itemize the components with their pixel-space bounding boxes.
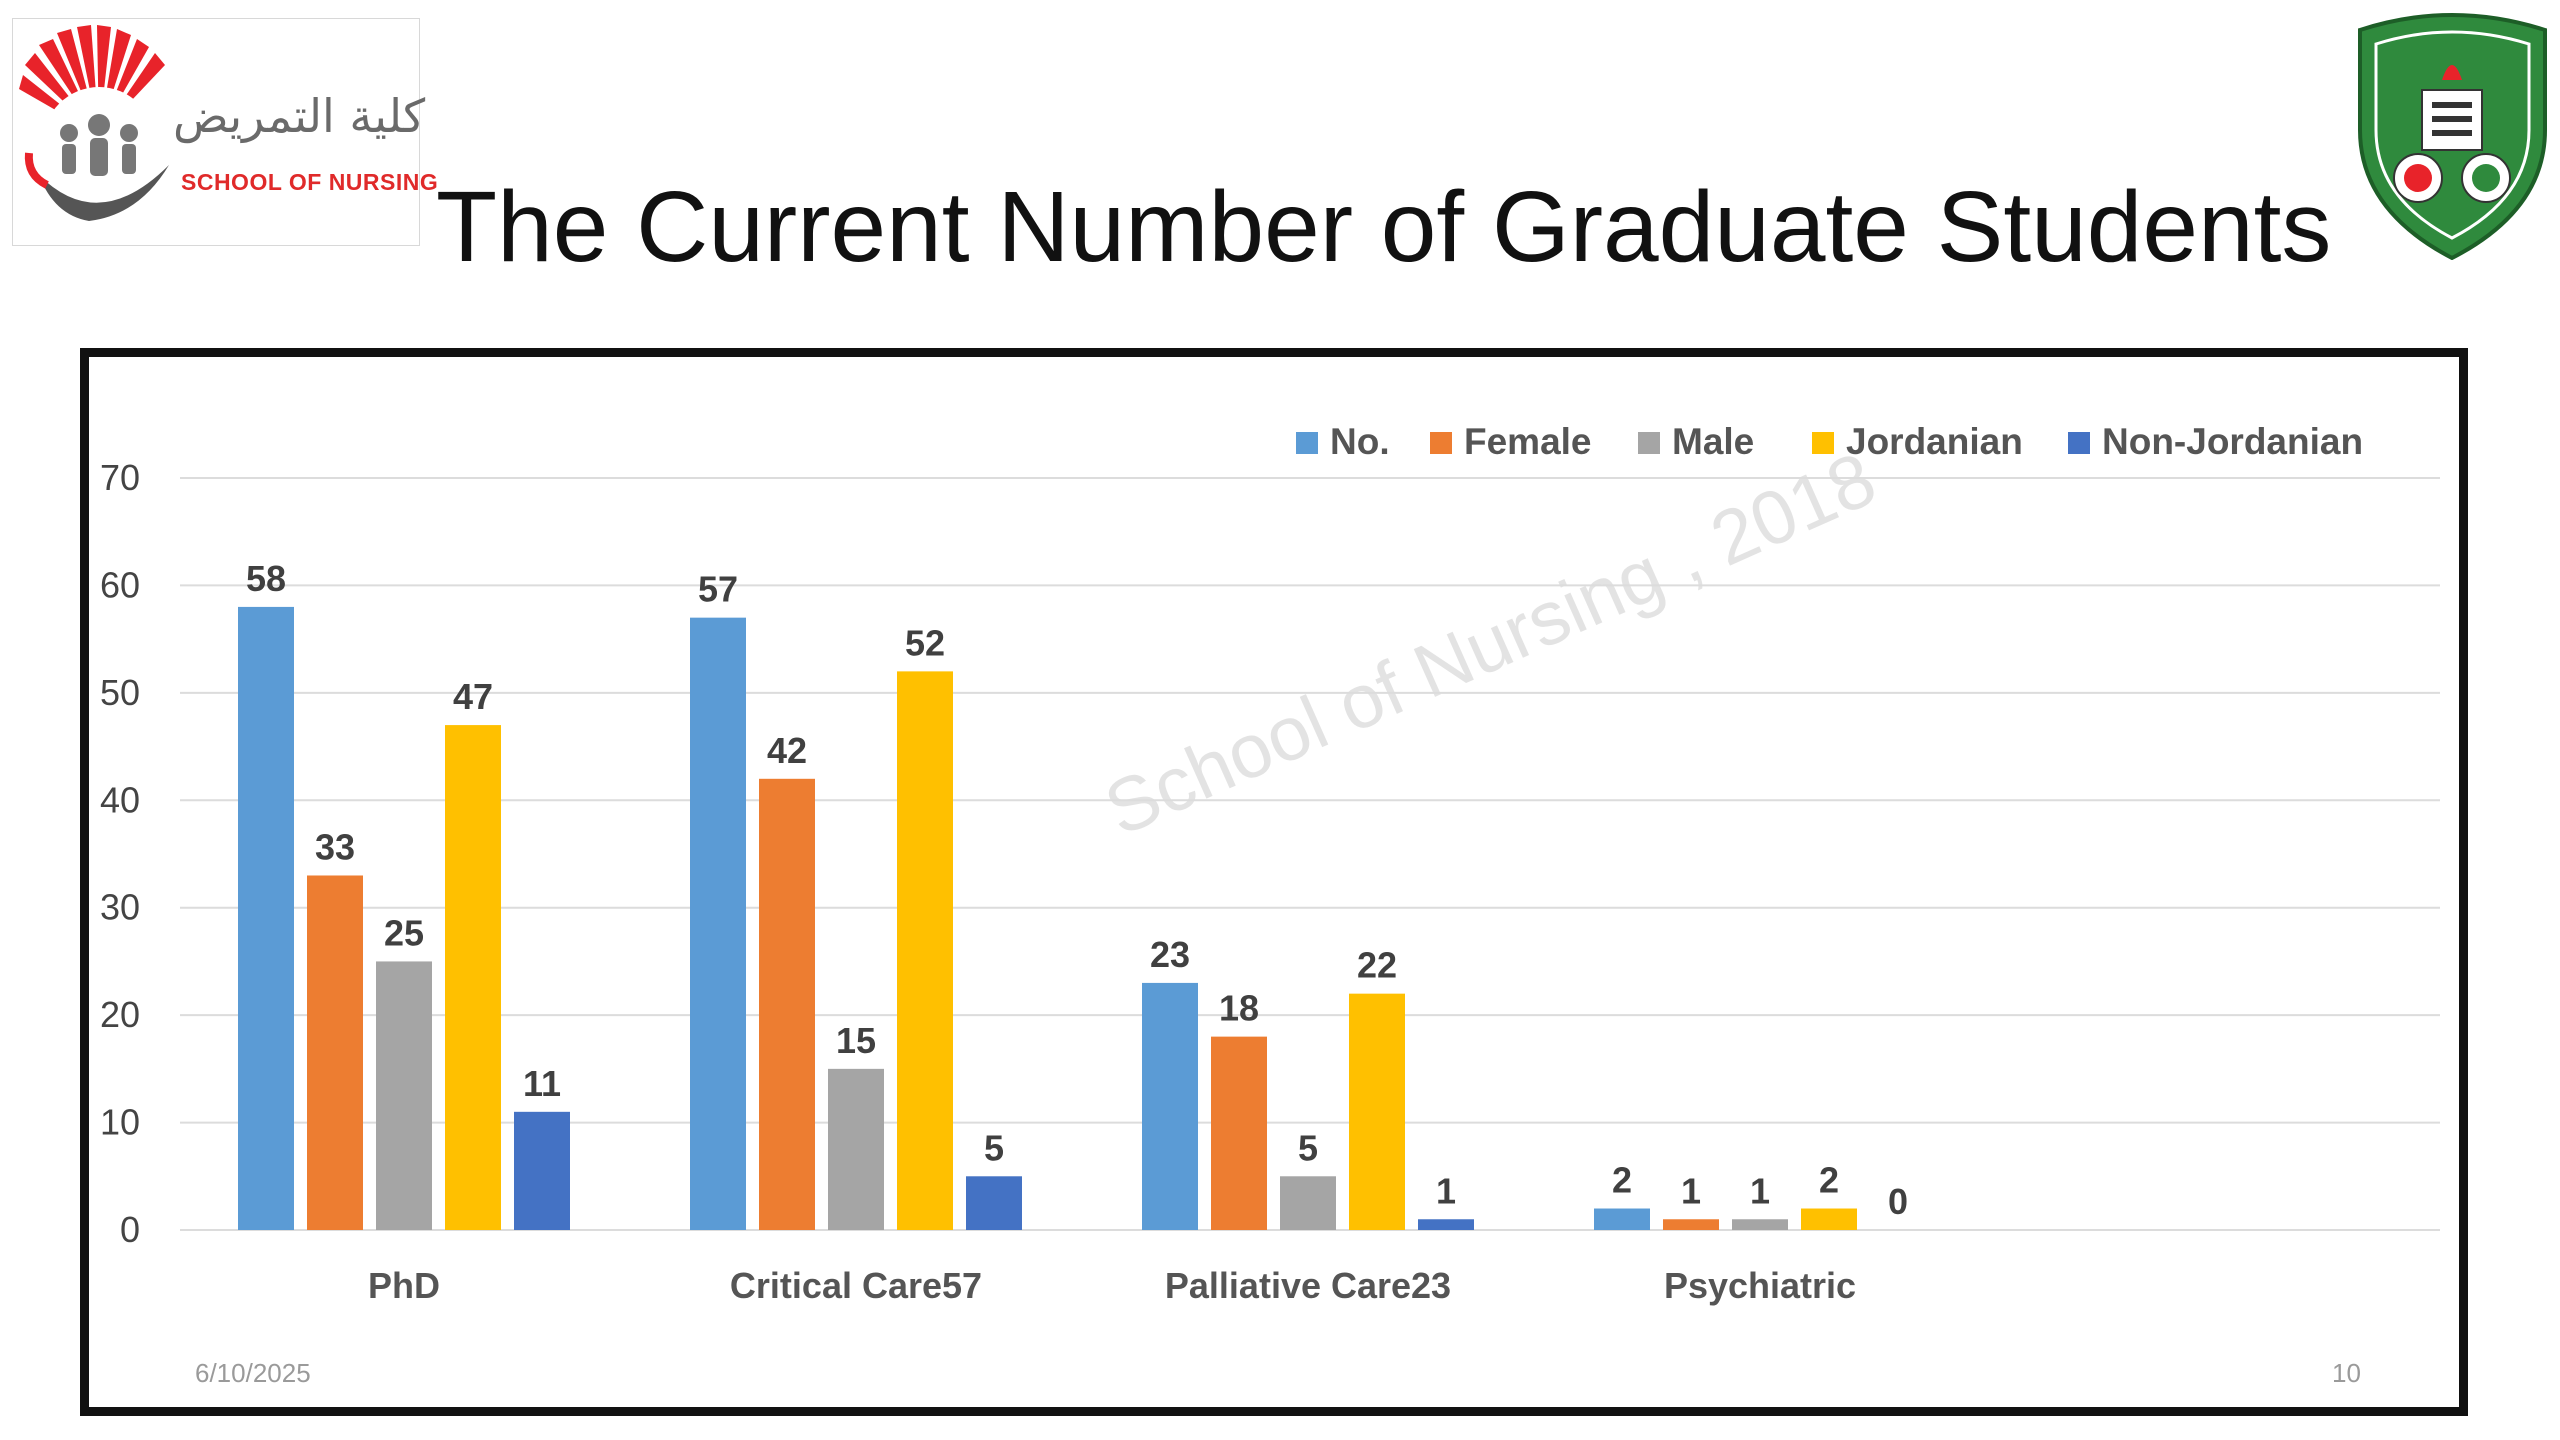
legend-label: No. [1330, 421, 1390, 462]
bar [238, 606, 294, 1230]
data-label: 5 [1298, 1127, 1318, 1168]
x-tick-label: Palliative Care23 [1165, 1265, 1451, 1306]
data-label: 22 [1357, 945, 1397, 986]
bar [690, 617, 746, 1230]
logo-english-text: SCHOOL OF NURSING [181, 169, 439, 195]
bar [445, 725, 501, 1230]
data-label: 2 [1819, 1160, 1839, 1201]
bar [1211, 1036, 1267, 1230]
bar [828, 1068, 884, 1230]
bar [1801, 1208, 1857, 1230]
x-tick-label: Psychiatric [1664, 1265, 1856, 1306]
logo-arabic-text: كلية التمريض [173, 89, 426, 143]
y-tick-label: 20 [100, 994, 140, 1035]
y-tick-label: 0 [120, 1209, 140, 1250]
data-label: 1 [1681, 1170, 1701, 1211]
bar [1663, 1219, 1719, 1230]
school-of-nursing-logo: كلية التمريض SCHOOL OF NURSING [12, 18, 438, 246]
bar [966, 1176, 1022, 1230]
bar [1349, 993, 1405, 1230]
bar [514, 1111, 570, 1230]
nursing-emblem-icon [19, 25, 169, 221]
legend-swatch [1638, 432, 1660, 454]
x-axis: PhD Critical Care57 Palliative Care23 Psych… [368, 1265, 1856, 1306]
legend-swatch [2068, 432, 2090, 454]
x-tick-label: Critical Care57 [730, 1265, 982, 1306]
data-label: 1 [1750, 1170, 1770, 1211]
data-label: 57 [698, 569, 738, 610]
university-seal-icon [2358, 13, 2547, 260]
bar [376, 961, 432, 1230]
data-label: 5 [984, 1127, 1004, 1168]
bar [759, 778, 815, 1230]
data-label: 52 [905, 622, 945, 663]
bars [238, 606, 1857, 1230]
bar [1418, 1219, 1474, 1230]
bar [1142, 982, 1198, 1230]
data-label: 25 [384, 912, 424, 953]
x-tick-label: PhD [368, 1265, 440, 1306]
data-label: 1 [1436, 1170, 1456, 1211]
legend-label: Female [1464, 421, 1592, 462]
y-tick-label: 50 [100, 672, 140, 713]
data-label: 18 [1219, 988, 1259, 1029]
y-tick-label: 30 [100, 887, 140, 928]
bar [897, 671, 953, 1230]
data-label: 11 [523, 1063, 561, 1104]
y-tick-label: 60 [100, 564, 140, 605]
data-label: 42 [767, 730, 807, 771]
bar [1732, 1219, 1788, 1230]
legend-swatch [1812, 432, 1834, 454]
legend-label: Jordanian [1846, 421, 2023, 462]
legend-swatch [1430, 432, 1452, 454]
data-label: 15 [836, 1020, 876, 1061]
y-tick-label: 40 [100, 779, 140, 820]
legend-label: Non-Jordanian [2102, 421, 2363, 462]
legend-swatch [1296, 432, 1318, 454]
slide-page-number: 10 [2332, 1358, 2361, 1388]
slide-title: The Current Number of Graduate Students [436, 171, 2332, 283]
y-axis: 0 10 20 30 40 50 60 70 [100, 457, 140, 1250]
bar [307, 875, 363, 1230]
y-tick-label: 10 [100, 1102, 140, 1143]
data-label: 23 [1150, 934, 1190, 975]
data-label: 2 [1612, 1160, 1632, 1201]
data-label: 58 [246, 558, 286, 599]
data-label: 47 [453, 676, 493, 717]
data-label: 33 [315, 826, 355, 867]
y-tick-label: 70 [100, 457, 140, 498]
data-label: 0 [1888, 1181, 1908, 1222]
legend: No. Female Male Jordanian Non-Jordanian [1296, 421, 2363, 462]
bar [1280, 1176, 1336, 1230]
watermark-text: School of Nursing , 2018 [1093, 436, 1888, 852]
bar [1594, 1208, 1650, 1230]
legend-label: Male [1672, 421, 1754, 462]
slide-date: 6/10/2025 [195, 1358, 311, 1388]
